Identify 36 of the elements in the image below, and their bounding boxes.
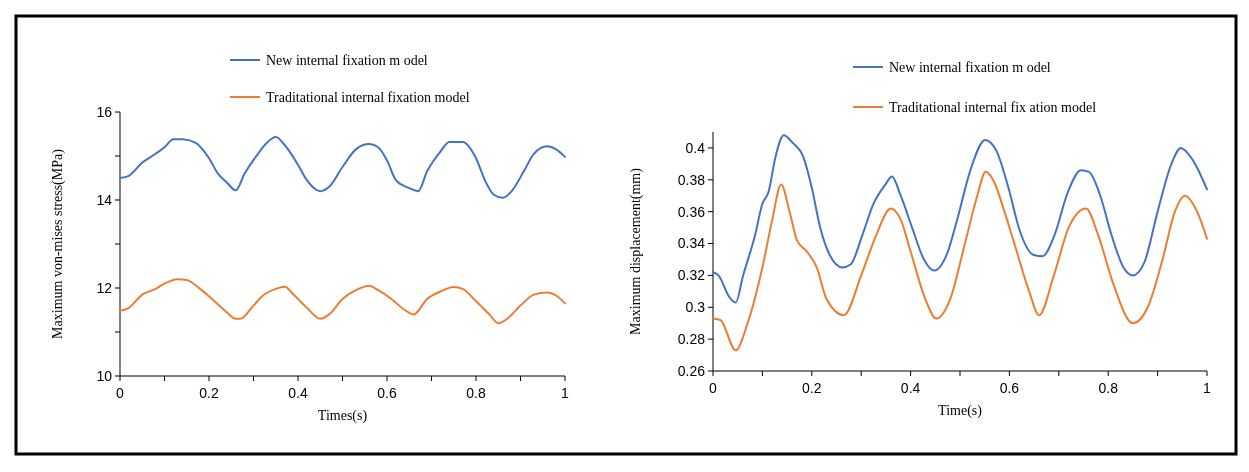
y-tick-label: 0.32: [677, 267, 706, 284]
y-axis-title: Maximum displacement(mm): [628, 167, 644, 335]
line-series: [119, 278, 566, 325]
legend-label: Traditational internal fixation model: [266, 89, 470, 105]
x-tick-label: 0: [709, 380, 718, 396]
y-tick-label: 0.3: [685, 299, 706, 316]
x-tick-label: 0.8: [466, 385, 486, 401]
y-tick-label: 12: [96, 279, 113, 296]
y-tick-label: 0.38: [677, 171, 706, 188]
line-series: [119, 136, 566, 199]
y-tick-label: 0.34: [677, 235, 706, 252]
line-series: [712, 134, 1208, 304]
x-tick-label: 0.4: [288, 385, 308, 401]
x-tick-label: 0: [116, 385, 125, 401]
x-axis-title: Time(s): [938, 403, 983, 419]
x-tick-label: 0.2: [802, 380, 822, 396]
y-tick-label: 10: [96, 367, 113, 384]
legend-label: Traditational internal fix ation model: [889, 99, 1097, 115]
y-tick-label: 0.28: [677, 331, 706, 348]
x-tick-label: 1: [1203, 380, 1212, 396]
x-tick-label: 0.6: [999, 380, 1020, 396]
y-tick-label: 14: [96, 191, 113, 208]
x-tick-label: 0.8: [1098, 380, 1119, 396]
y-tick-label: 0.26: [677, 362, 706, 379]
x-tick-label: 1: [561, 385, 570, 401]
y-tick-label: 0.4: [685, 139, 706, 156]
y-tick-label: 0.36: [677, 203, 706, 220]
legend-label: New internal fixation m odel: [889, 59, 1051, 75]
x-tick-label: 0.4: [900, 380, 921, 396]
y-axis-title: Maximum von-mises stress(MPa): [50, 148, 66, 339]
x-tick-label: 0.2: [199, 385, 219, 401]
x-axis-title: Times(s): [317, 408, 368, 424]
x-tick-label: 0.6: [377, 385, 397, 401]
legend-label: New internal fixation m odel: [266, 52, 428, 68]
y-tick-label: 16: [96, 103, 113, 120]
line-series: [712, 170, 1208, 352]
